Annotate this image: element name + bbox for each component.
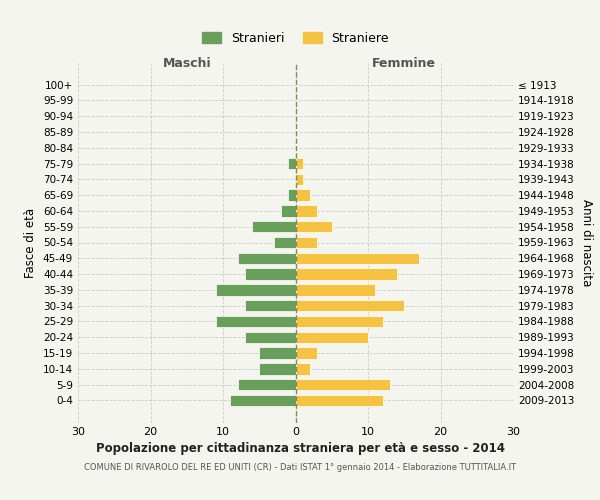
Text: COMUNE DI RIVAROLO DEL RE ED UNITI (CR) - Dati ISTAT 1° gennaio 2014 - Elaborazi: COMUNE DI RIVAROLO DEL RE ED UNITI (CR) … <box>84 464 516 472</box>
Bar <box>245 268 296 280</box>
Bar <box>281 205 296 216</box>
Bar <box>274 237 296 248</box>
Bar <box>288 158 296 169</box>
Bar <box>296 174 303 185</box>
Bar <box>296 205 317 216</box>
Bar <box>245 300 296 312</box>
Bar <box>238 379 296 390</box>
Bar <box>296 221 332 232</box>
Y-axis label: Anni di nascita: Anni di nascita <box>580 199 593 286</box>
Bar <box>296 158 303 169</box>
Bar <box>296 379 390 390</box>
Bar <box>259 348 296 359</box>
Bar <box>216 284 296 296</box>
Bar <box>296 363 310 374</box>
Bar <box>259 363 296 374</box>
Bar <box>296 316 383 327</box>
Legend: Stranieri, Straniere: Stranieri, Straniere <box>196 26 395 51</box>
Bar <box>296 190 310 201</box>
Text: Maschi: Maschi <box>163 58 211 70</box>
Bar <box>296 348 317 359</box>
Bar <box>230 395 296 406</box>
Bar <box>296 395 383 406</box>
Bar <box>288 190 296 201</box>
Bar <box>296 237 317 248</box>
Bar <box>238 252 296 264</box>
Bar <box>245 332 296 343</box>
Bar <box>296 268 397 280</box>
Bar <box>296 332 368 343</box>
Bar <box>296 284 375 296</box>
Y-axis label: Fasce di età: Fasce di età <box>25 208 37 278</box>
Bar <box>216 316 296 327</box>
Bar <box>296 252 419 264</box>
Text: Femmine: Femmine <box>372 58 436 70</box>
Bar <box>296 300 404 312</box>
Bar <box>252 221 296 232</box>
Text: Popolazione per cittadinanza straniera per età e sesso - 2014: Popolazione per cittadinanza straniera p… <box>95 442 505 455</box>
